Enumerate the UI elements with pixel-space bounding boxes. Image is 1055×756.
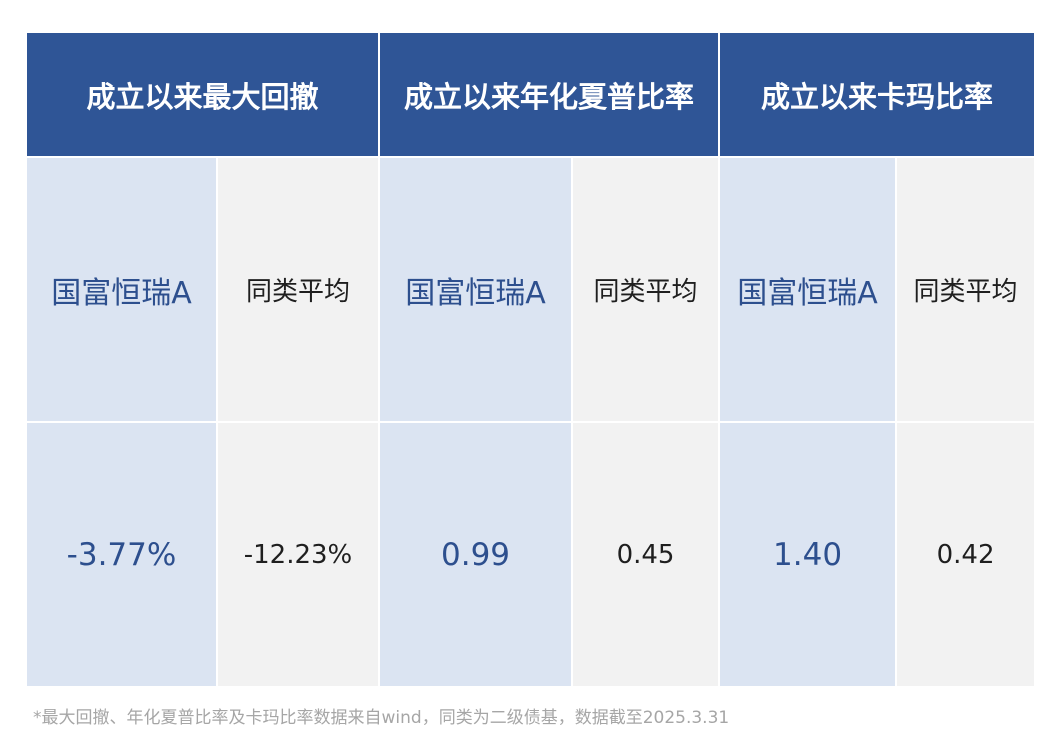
peer-label-cell: 同类平均 <box>217 157 381 423</box>
fund-sharpe-value: 0.99 <box>379 422 574 686</box>
value-row: -3.77% -12.23% 0.99 0.45 1.40 0.42 <box>27 422 1035 686</box>
fund-max-drawdown-value: -3.77% <box>27 422 218 686</box>
name-row: 国富恒瑞A 同类平均 国富恒瑞A 同类平均 国富恒瑞A 同类平均 <box>27 157 1035 423</box>
fund-name-cell: 国富恒瑞A <box>379 157 574 423</box>
peer-max-drawdown-value: -12.23% <box>217 422 381 686</box>
metrics-comparison-table: 成立以来最大回撤 成立以来年化夏普比率 成立以来卡玛比率 国富恒瑞A 同类平均 … <box>27 33 1035 686</box>
fund-name-cell: 国富恒瑞A <box>27 157 218 423</box>
header-max-drawdown: 成立以来最大回撤 <box>27 33 381 158</box>
header-row: 成立以来最大回撤 成立以来年化夏普比率 成立以来卡玛比率 <box>27 33 1035 158</box>
fund-calmar-value: 1.40 <box>719 422 898 686</box>
peer-label-cell: 同类平均 <box>572 157 721 423</box>
header-sharpe-ratio: 成立以来年化夏普比率 <box>379 33 721 158</box>
peer-sharpe-value: 0.45 <box>572 422 721 686</box>
fund-name-cell: 国富恒瑞A <box>719 157 898 423</box>
peer-label-cell: 同类平均 <box>896 157 1035 423</box>
peer-calmar-value: 0.42 <box>896 422 1035 686</box>
header-calmar-ratio: 成立以来卡玛比率 <box>719 33 1035 158</box>
data-source-footnote: *最大回撤、年化夏普比率及卡玛比率数据来自wind，同类为二级债基，数据截至20… <box>33 708 730 728</box>
